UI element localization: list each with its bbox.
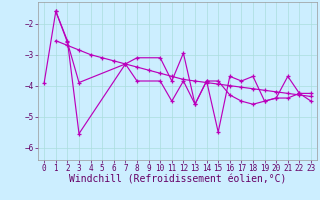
X-axis label: Windchill (Refroidissement éolien,°C): Windchill (Refroidissement éolien,°C) bbox=[69, 175, 286, 185]
